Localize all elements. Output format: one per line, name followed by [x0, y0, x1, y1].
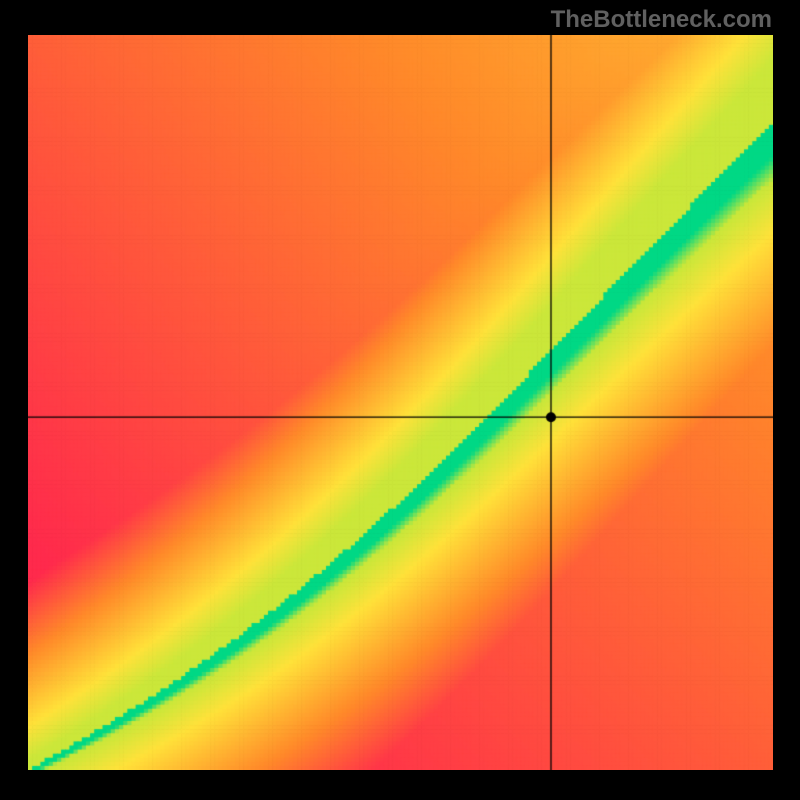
bottleneck-heatmap	[28, 35, 773, 770]
watermark-label: TheBottleneck.com	[551, 6, 772, 34]
chart-wrapper: TheBottleneck.com	[0, 0, 800, 800]
